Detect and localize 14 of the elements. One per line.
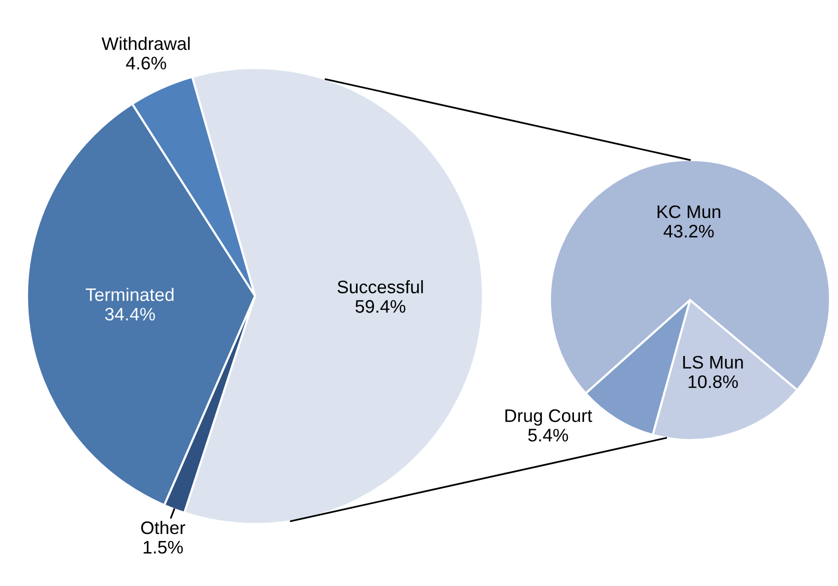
data-label: 34.4%: [105, 308, 155, 321]
slice-label: LS Mun: [683, 356, 743, 369]
slice-label: KC Mun: [658, 205, 720, 218]
slice-label: Successful: [338, 280, 423, 294]
slice-label: Withdrawal: [102, 36, 190, 50]
data-label: 1.5%: [144, 540, 183, 554]
data-label: 43.2%: [664, 224, 714, 238]
data-label: 59.4%: [356, 300, 406, 313]
data-label: 5.4%: [528, 428, 568, 442]
data-label: 10.8%: [688, 375, 738, 388]
slice-label: Drug Court: [505, 409, 592, 426]
slice-label: Other: [141, 520, 186, 534]
data-label: 4.6%: [126, 56, 166, 70]
slice-label: Terminated: [86, 288, 174, 302]
